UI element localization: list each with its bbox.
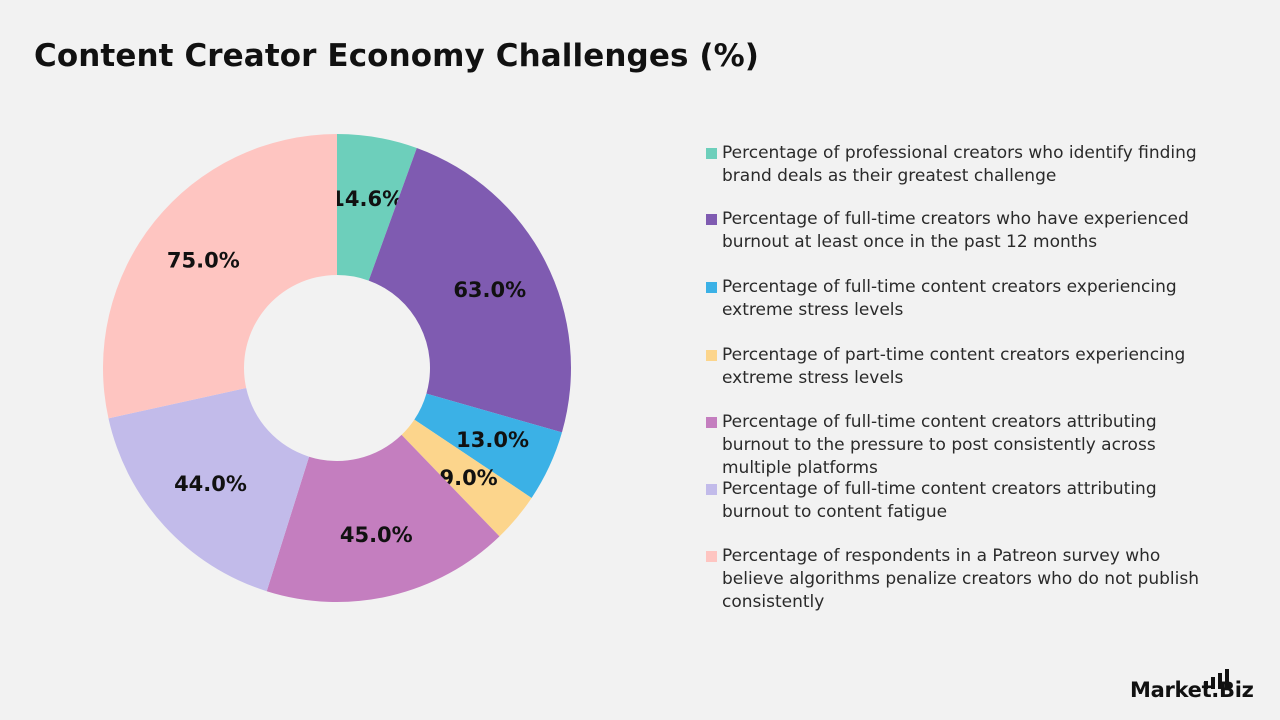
legend-swatch-icon — [706, 214, 717, 225]
logo-text: Market.Biz — [1130, 678, 1254, 702]
legend-swatch-icon — [706, 350, 717, 361]
legend-swatch-icon — [706, 484, 717, 495]
legend-label: Percentage of full-time creators who hav… — [722, 209, 1189, 252]
legend-item-2: Percentage of full-time creators who hav… — [706, 208, 1226, 254]
legend-label: Percentage of respondents in a Patreon s… — [722, 546, 1199, 612]
donut-slice-6 — [108, 388, 310, 592]
legend-label: Percentage of full-time content creators… — [722, 277, 1177, 320]
legend-item-1: Percentage of professional creators who … — [706, 142, 1226, 188]
legend-item-4: Percentage of part-time content creators… — [706, 344, 1226, 390]
legend-item-5: Percentage of full-time content creators… — [706, 411, 1226, 480]
legend-item-3: Percentage of full-time content creators… — [706, 276, 1226, 322]
donut-slice-5 — [266, 434, 500, 603]
slice-value-label-7: 75.0% — [167, 249, 240, 273]
legend-label: Percentage of part-time content creators… — [722, 345, 1186, 388]
slice-value-label-1: 14.6% — [330, 187, 403, 211]
legend-item-6: Percentage of full-time content creators… — [706, 478, 1226, 524]
legend-item-7: Percentage of respondents in a Patreon s… — [706, 545, 1226, 614]
legend-swatch-icon — [706, 148, 717, 159]
donut-slice-4 — [401, 419, 532, 537]
legend-label: Percentage of full-time content creators… — [722, 412, 1157, 478]
donut-slice-3 — [414, 393, 562, 498]
slice-value-label-5: 45.0% — [340, 523, 413, 547]
legend-label: Percentage of professional creators who … — [722, 143, 1197, 186]
donut-slice-7 — [102, 134, 338, 419]
slice-value-label-3: 13.0% — [456, 428, 529, 452]
legend-label: Percentage of full-time content creators… — [722, 479, 1157, 522]
market-biz-logo: Market.Biz — [1130, 668, 1260, 708]
chart-title: Content Creator Economy Challenges (%) — [34, 38, 760, 74]
legend-swatch-icon — [706, 551, 717, 562]
signal-bars-icon — [1204, 669, 1229, 689]
slice-value-label-6: 44.0% — [174, 472, 247, 496]
donut-slice-1 — [337, 134, 417, 281]
donut-slice-2 — [368, 148, 571, 433]
slice-value-label-2: 63.0% — [453, 278, 526, 302]
legend-swatch-icon — [706, 282, 717, 293]
legend-swatch-icon — [706, 417, 717, 428]
